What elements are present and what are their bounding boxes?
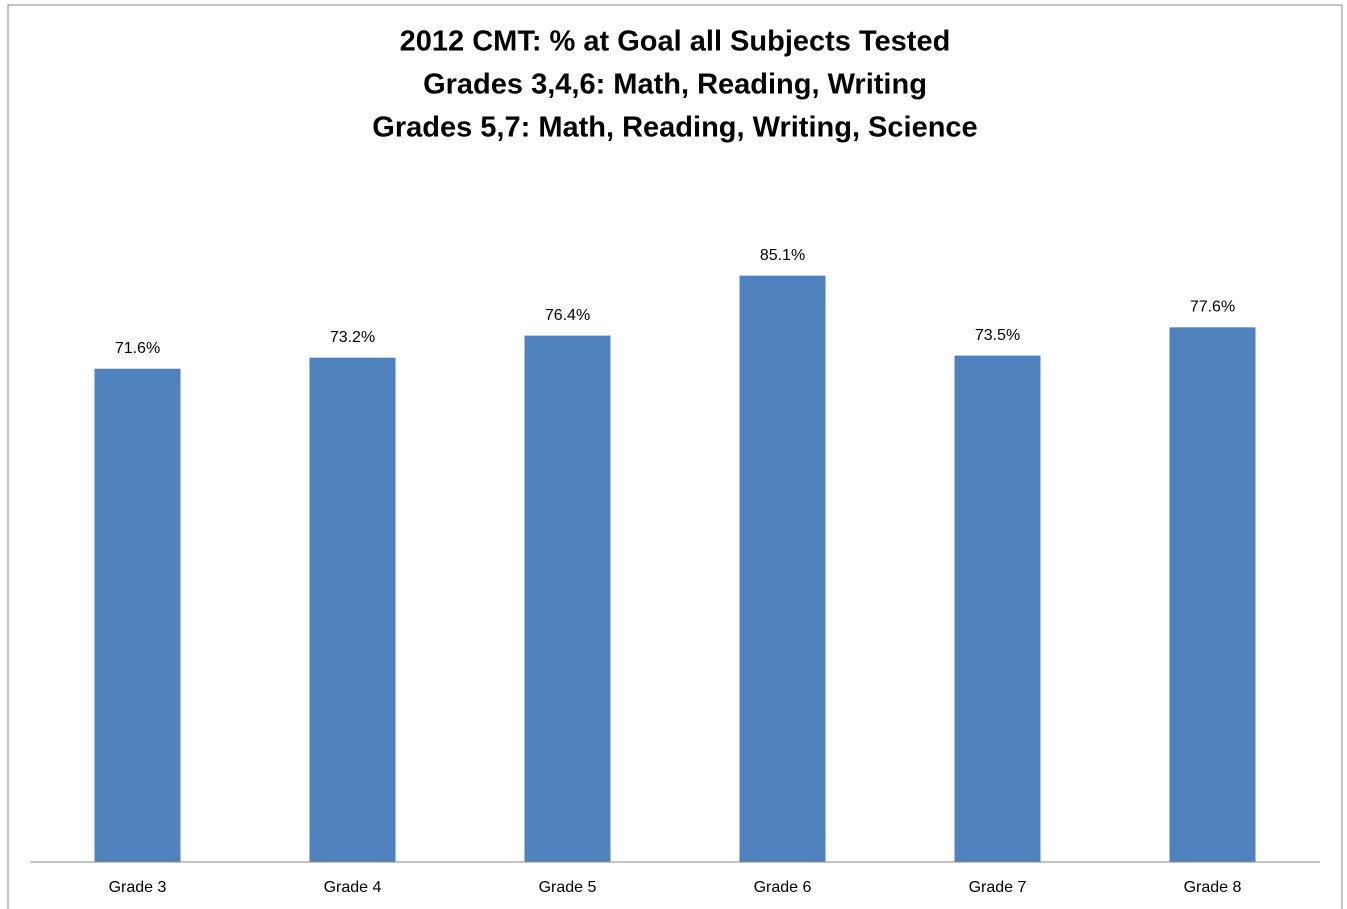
x-tick-label: Grade 5 [539, 879, 597, 896]
bar [94, 368, 181, 862]
data-label: 85.1% [760, 247, 805, 264]
chart-frame [7, 4, 1343, 909]
chart-title: Grades 5,7: Math, Reading, Writing, Scie… [372, 112, 977, 144]
data-label: 73.2% [330, 329, 375, 346]
bar [739, 275, 826, 862]
bar [954, 355, 1041, 862]
x-tick-label: Grade 7 [969, 879, 1027, 896]
x-tick-label: Grade 8 [1184, 879, 1242, 896]
chart-title: Grades 3,4,6: Math, Reading, Writing [423, 69, 927, 101]
bar [524, 335, 611, 862]
data-label: 76.4% [545, 307, 590, 324]
data-label: 71.6% [115, 340, 160, 357]
data-label: 73.5% [975, 327, 1020, 344]
data-label: 77.6% [1190, 299, 1235, 316]
x-tick-label: Grade 3 [109, 879, 167, 896]
x-tick-label: Grade 4 [324, 879, 382, 896]
x-tick-label: Grade 6 [754, 879, 812, 896]
chart-title: 2012 CMT: % at Goal all Subjects Tested [400, 26, 951, 58]
bar [309, 357, 396, 862]
bar [1169, 327, 1256, 862]
